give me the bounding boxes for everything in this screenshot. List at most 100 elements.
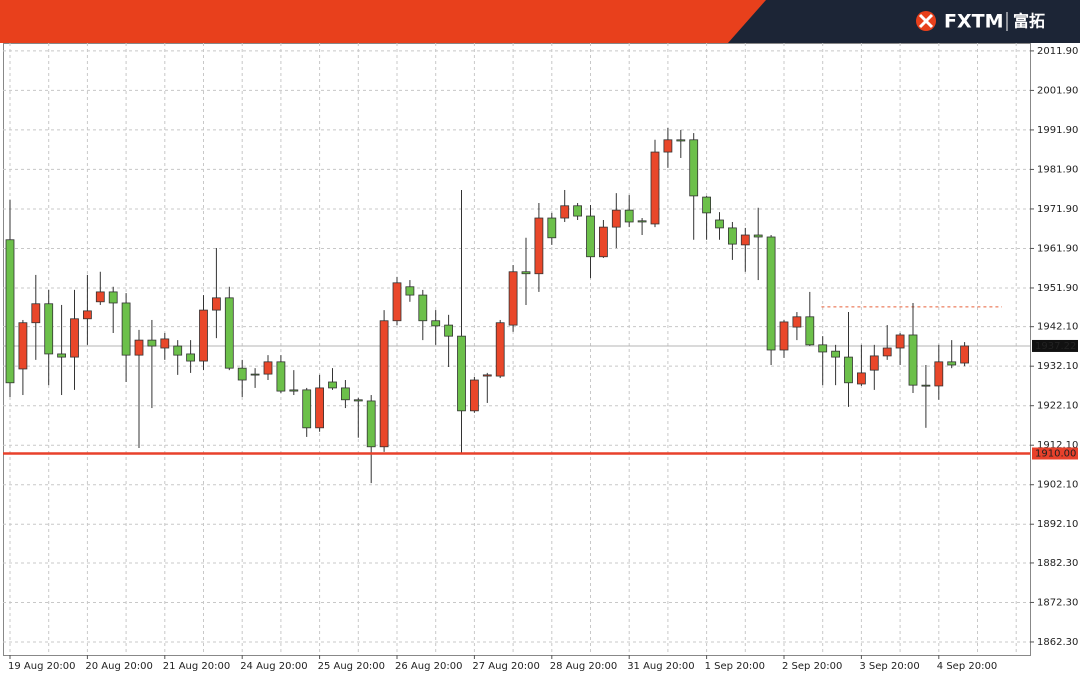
candle-body xyxy=(418,294,428,322)
candle-body xyxy=(315,387,325,429)
candle-body xyxy=(728,227,737,245)
candle-body xyxy=(792,316,802,328)
y-tick-label: 1991.90 xyxy=(1037,125,1078,136)
candle-body xyxy=(173,345,183,356)
candle-body xyxy=(624,209,634,223)
candle-body xyxy=(857,372,866,385)
candle-body xyxy=(702,196,711,214)
candle-body xyxy=(753,234,763,238)
candle-body xyxy=(611,209,621,228)
candle-body xyxy=(547,217,557,239)
support-tag xyxy=(1032,447,1078,460)
candle-body xyxy=(934,361,944,387)
y-tick-label: 2001.90 xyxy=(1037,85,1078,96)
x-tick-label: 2 Sep 20:00 xyxy=(782,661,842,672)
candle-body xyxy=(469,379,479,412)
candle-body xyxy=(57,353,66,358)
candle-body xyxy=(250,373,260,376)
y-tick-label: 1951.90 xyxy=(1037,283,1078,294)
logo: FXTM 富拓 xyxy=(916,11,1045,33)
candle-body xyxy=(366,400,376,448)
candle-body xyxy=(457,335,466,412)
candle-body xyxy=(508,271,518,326)
candle-body xyxy=(869,355,879,371)
candle-body xyxy=(95,291,105,303)
candle-body xyxy=(392,282,402,322)
candle-body xyxy=(895,334,905,349)
candle-body xyxy=(5,239,15,384)
y-tick-label: 1961.90 xyxy=(1037,243,1078,254)
candle-body xyxy=(302,389,312,429)
header-accent xyxy=(0,0,766,43)
candle-body xyxy=(818,344,828,353)
candle-body xyxy=(560,205,570,219)
y-tick-label: 1872.30 xyxy=(1037,597,1078,608)
x-tick-label: 28 Aug 20:00 xyxy=(550,661,617,672)
plot-frame xyxy=(3,43,1031,656)
y-tick-label: 1892.10 xyxy=(1037,519,1078,530)
last-price-label: 1937.22 xyxy=(1035,341,1076,352)
candle-body xyxy=(431,320,441,327)
candle-body xyxy=(328,381,337,389)
x-tick-label: 19 Aug 20:00 xyxy=(8,661,75,672)
candle-body xyxy=(289,389,299,392)
candle-body xyxy=(186,353,196,362)
candle-body xyxy=(70,318,79,358)
candle-body xyxy=(715,219,724,229)
y-tick-label: 2011.90 xyxy=(1037,46,1078,57)
candle-body xyxy=(160,338,170,349)
candle-body xyxy=(108,291,118,304)
y-tick-label: 1922.10 xyxy=(1037,401,1078,412)
candle-body xyxy=(908,334,918,386)
x-tick-label: 25 Aug 20:00 xyxy=(318,661,385,672)
candle-body xyxy=(405,286,415,296)
y-tick-label: 1882.30 xyxy=(1037,558,1078,569)
candle-body xyxy=(521,271,531,275)
candle-body xyxy=(689,139,699,197)
x-tick-label: 20 Aug 20:00 xyxy=(85,661,152,672)
x-tick-label: 26 Aug 20:00 xyxy=(395,661,462,672)
candle-body xyxy=(379,320,389,448)
y-tick-label: 1902.10 xyxy=(1037,480,1078,491)
candle-body xyxy=(831,350,840,358)
candle-body xyxy=(534,217,544,275)
y-tick-label: 1942.10 xyxy=(1037,322,1078,333)
x-tick-label: 1 Sep 20:00 xyxy=(705,661,765,672)
x-tick-label: 3 Sep 20:00 xyxy=(859,661,919,672)
candle-body xyxy=(586,215,595,258)
y-tick-label: 1971.90 xyxy=(1037,204,1078,215)
candle-body xyxy=(83,310,92,320)
y-tick-label: 1932.10 xyxy=(1037,361,1078,372)
x-tick-label: 21 Aug 20:00 xyxy=(163,661,230,672)
candle-body xyxy=(147,339,157,347)
candle-body xyxy=(676,139,686,142)
candle-body xyxy=(276,361,286,392)
y-tick-label: 1912.10 xyxy=(1037,440,1078,451)
x-tick-label: 24 Aug 20:00 xyxy=(240,661,307,672)
candle-body xyxy=(844,356,853,384)
candle-body xyxy=(263,361,273,375)
x-tick-label: 31 Aug 20:00 xyxy=(627,661,694,672)
candle-body xyxy=(18,322,28,370)
x-tick-label: 4 Sep 20:00 xyxy=(937,661,997,672)
candle-body xyxy=(31,303,41,324)
candle-body xyxy=(573,205,582,217)
candle-body xyxy=(340,387,350,401)
candle-body xyxy=(199,309,208,362)
candle-body xyxy=(947,361,957,366)
candle-body xyxy=(921,384,931,387)
candle-body xyxy=(882,347,892,357)
brand-cn: 富拓 xyxy=(1013,12,1045,31)
candle-body xyxy=(650,151,660,225)
candle-body xyxy=(740,234,750,246)
candle-body xyxy=(211,297,221,311)
candle-body xyxy=(805,316,815,346)
candle-body xyxy=(121,302,131,356)
candle-body xyxy=(482,374,492,377)
candle-body xyxy=(224,297,234,369)
candle-body xyxy=(599,226,608,258)
candle-body xyxy=(637,220,647,223)
candle-body xyxy=(44,303,54,355)
candle-body xyxy=(134,339,144,356)
